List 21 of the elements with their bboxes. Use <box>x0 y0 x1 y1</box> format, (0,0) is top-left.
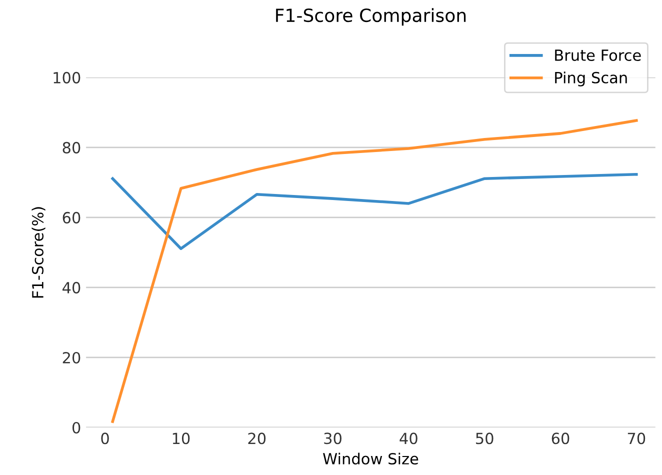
line-series <box>111 173 638 250</box>
legend-label: Ping Scan <box>555 72 627 86</box>
line-series <box>111 119 638 423</box>
y-tick-label: 20 <box>62 352 80 364</box>
y-tick-label: 100 <box>54 72 80 84</box>
x-tick-label: 10 <box>172 432 190 444</box>
y-axis-title: F1-Score(%) <box>32 207 46 298</box>
y-tick-label: 60 <box>62 212 80 224</box>
x-tick-label: 0 <box>101 432 109 444</box>
x-tick-label: 70 <box>628 432 646 444</box>
y-tick-label: 80 <box>62 142 80 154</box>
x-tick-label: 20 <box>248 432 266 444</box>
y-tick-label: 0 <box>72 422 80 434</box>
x-tick-label: 60 <box>552 432 570 444</box>
y-tick-label: 40 <box>62 282 80 294</box>
x-tick-label: 30 <box>324 432 342 444</box>
legend-label: Brute Force <box>555 50 641 61</box>
x-tick-label: 40 <box>400 432 418 444</box>
chart-title: F1-Score Comparison <box>276 8 466 26</box>
x-tick-label: 50 <box>476 432 494 444</box>
x-axis-title: Window Size <box>323 452 418 465</box>
